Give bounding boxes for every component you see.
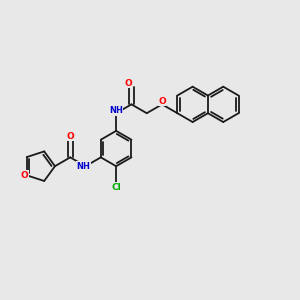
Text: O: O (158, 97, 166, 106)
Text: NH: NH (109, 106, 123, 115)
Text: NH: NH (76, 162, 90, 171)
Text: O: O (124, 79, 132, 88)
Text: O: O (66, 132, 74, 141)
Text: O: O (21, 171, 28, 180)
Text: Cl: Cl (111, 183, 121, 192)
